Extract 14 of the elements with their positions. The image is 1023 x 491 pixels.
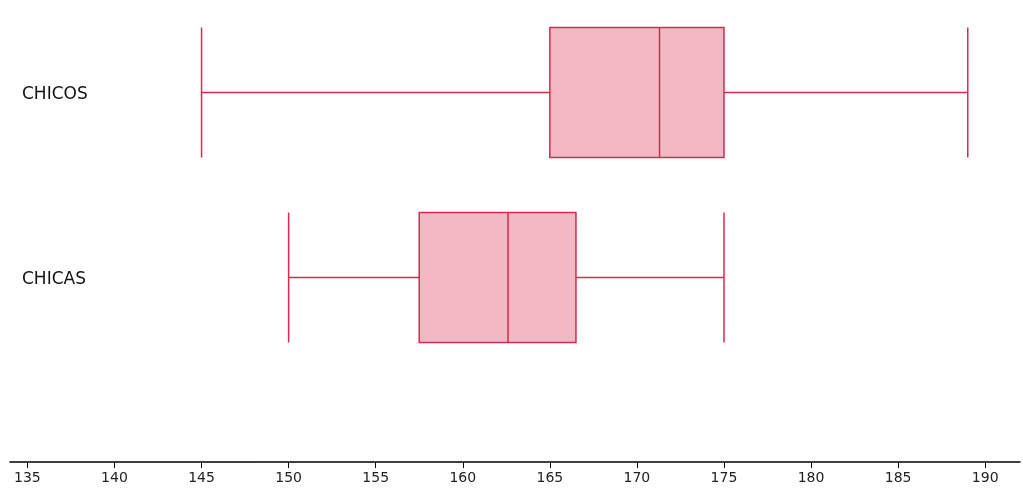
x-tick-label: 180 bbox=[797, 469, 825, 485]
x-tick-label: 185 bbox=[884, 469, 912, 485]
x-tick-label: 135 bbox=[14, 469, 41, 485]
x-tick-label: 160 bbox=[449, 469, 477, 485]
y-tick-label: CHICOS bbox=[22, 82, 88, 103]
x-tick-label: 190 bbox=[971, 469, 999, 485]
x-tick-label: 155 bbox=[362, 469, 390, 485]
x-tick-label: 165 bbox=[536, 469, 564, 485]
x-tick-label: 140 bbox=[101, 469, 128, 485]
x-tick-label: 150 bbox=[275, 469, 302, 485]
y-tick-label: CHICAS bbox=[22, 267, 86, 288]
x-tick-label: 145 bbox=[188, 469, 215, 485]
x-tick-label: 170 bbox=[623, 469, 651, 485]
x-tick-label: 175 bbox=[710, 469, 738, 485]
